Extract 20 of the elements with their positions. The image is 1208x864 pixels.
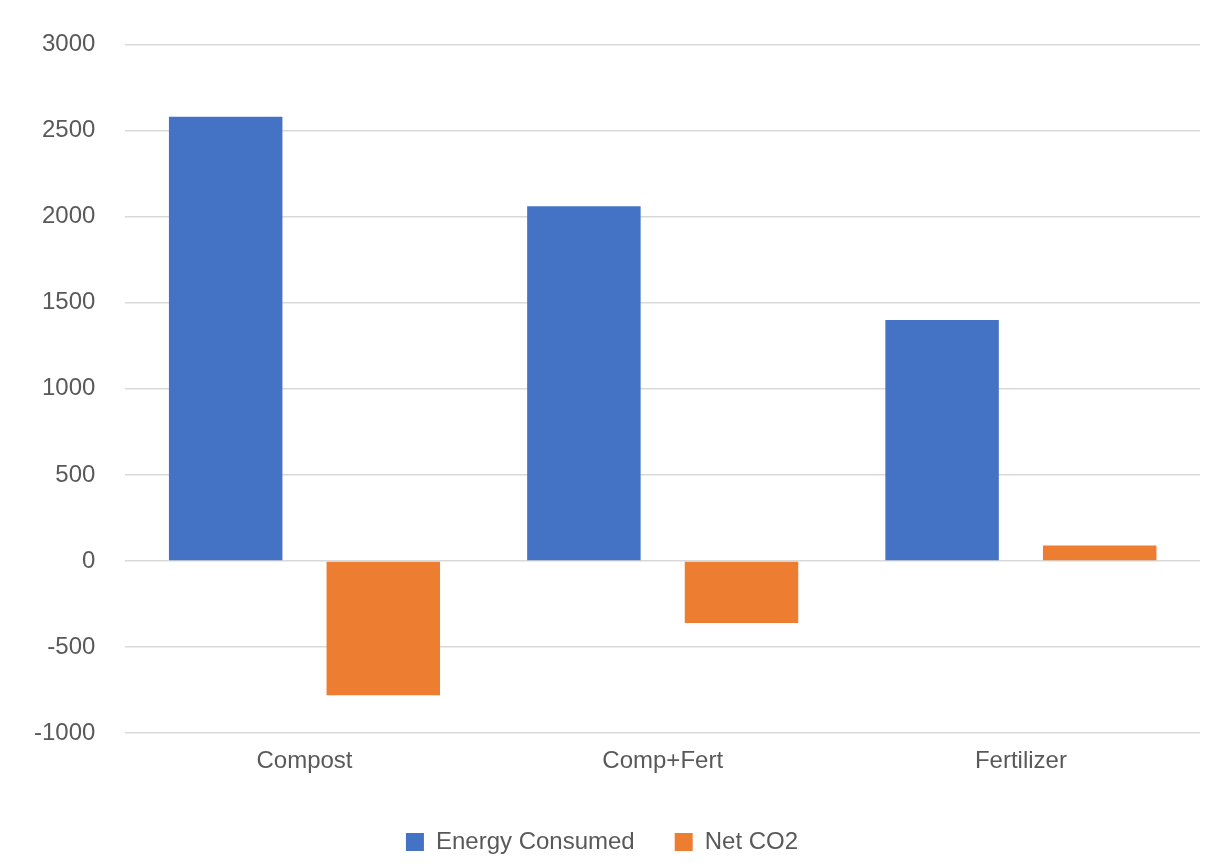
bar: [885, 319, 999, 561]
y-tick-label: 0: [82, 545, 96, 573]
x-tick-label: Compost: [256, 746, 353, 774]
bar: [326, 561, 441, 696]
y-tick-label: 500: [55, 459, 96, 487]
y-tick-label: 3000: [41, 29, 96, 57]
legend-label: Net CO2: [704, 826, 799, 854]
y-tick-label: 1000: [41, 373, 96, 401]
bar: [684, 561, 799, 623]
y-tick-label: 2500: [41, 115, 96, 143]
bar: [527, 206, 641, 561]
bar: [168, 116, 283, 561]
legend-label: Energy Consumed: [435, 826, 635, 854]
x-tick-label: Comp+Fert: [602, 746, 724, 774]
x-tick-label: Fertilizer: [974, 746, 1067, 774]
bar: [1042, 545, 1157, 561]
y-tick-label: 1500: [41, 287, 96, 315]
y-tick-label: -1000: [33, 717, 96, 745]
y-tick-label: 2000: [41, 201, 96, 229]
y-tick-label: -500: [47, 631, 96, 659]
